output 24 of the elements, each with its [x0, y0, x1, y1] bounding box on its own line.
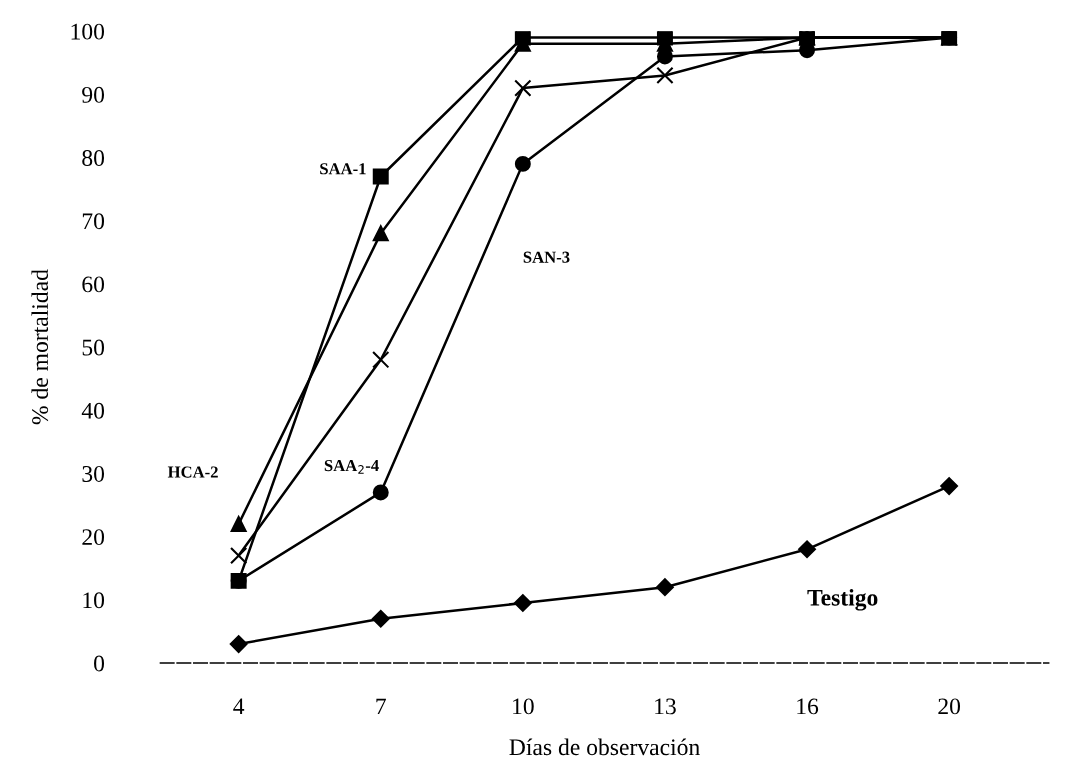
text: HCA-2 — [167, 466, 218, 478]
y-tick-label: 80 — [82, 150, 105, 166]
series-label: SAA$_{2}$-4 — [324, 459, 379, 474]
x-tick-label: 7 — [376, 698, 386, 715]
x-tick-label: 10 — [513, 698, 534, 715]
x-axis-title: Días de observación — [509, 738, 700, 756]
y-tick-label: 20 — [82, 529, 105, 546]
y-tick-label: 0 — [94, 655, 105, 672]
y-tick-label: 60 — [82, 276, 105, 293]
x-tick-label: 4 — [233, 698, 245, 715]
y-tick-label: 90 — [82, 86, 105, 103]
y-tick-label: 30 — [82, 465, 105, 482]
text: SAN-3 — [523, 251, 570, 263]
y-tick-label: 40 — [81, 402, 105, 419]
x-tick-label: 13 — [655, 698, 676, 715]
x-tick-label: 16 — [797, 698, 819, 715]
y-tick-label: 70 — [82, 213, 105, 230]
y-tick-label: 10 — [83, 592, 105, 609]
y-tick-label: 100 — [71, 23, 105, 40]
x-tick-label: 20 — [938, 698, 961, 715]
y-axis-title: % de mortalidad — [31, 269, 49, 425]
y-tick-label: 50 — [82, 339, 105, 356]
series-label: SAA-1 — [320, 163, 366, 175]
series-label: Testigo — [807, 589, 878, 611]
